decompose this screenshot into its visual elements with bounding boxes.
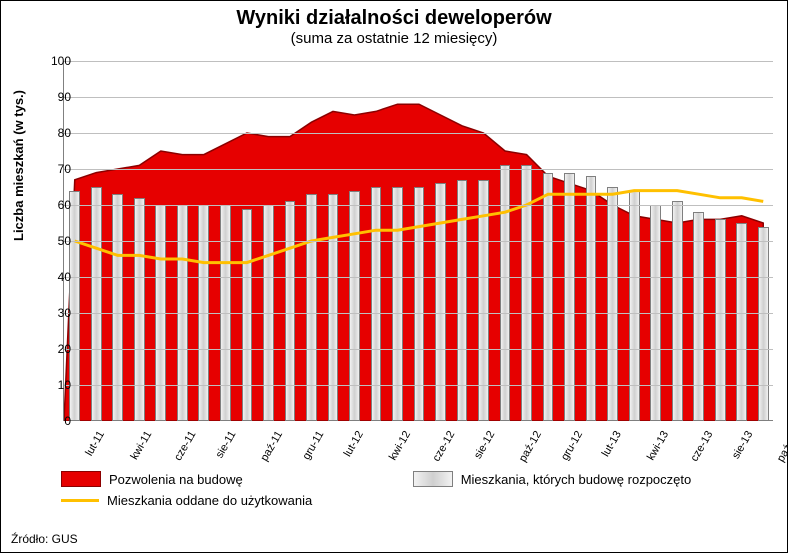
- legend-label-line: Mieszkania oddane do użytkowania: [107, 493, 312, 508]
- x-tick-label: sie-11: [213, 429, 238, 460]
- chart-title: Wyniki działalności deweloperów: [1, 7, 787, 30]
- legend-item-bars: Mieszkania, których budowę rozpoczęto: [413, 471, 692, 487]
- plot-area: [63, 61, 773, 421]
- x-tick-label: sie-13: [730, 429, 755, 461]
- legend-label-bars: Mieszkania, których budowę rozpoczęto: [461, 472, 692, 487]
- legend-item-area: Pozwolenia na budowę: [61, 471, 243, 487]
- x-tick-label: kwi-11: [128, 429, 154, 462]
- chart-container: Wyniki działalności deweloperów (suma za…: [0, 0, 788, 553]
- x-tick-label: cze-12: [431, 429, 458, 464]
- y-tick-label: 60: [41, 198, 71, 212]
- source-label: Źródło: GUS: [11, 532, 78, 546]
- legend-swatch-bar: [413, 471, 453, 487]
- y-tick-label: 100: [41, 54, 71, 68]
- y-tick-label: 80: [41, 126, 71, 140]
- x-tick-label: paź-13: [775, 429, 788, 464]
- legend-swatch-area: [61, 471, 101, 487]
- x-tick-label: gru-12: [559, 429, 585, 463]
- x-tick-label: lut-11: [83, 429, 107, 458]
- legend-swatch-line: [61, 499, 99, 502]
- chart-subtitle: (suma za ostatnie 12 miesięcy): [1, 30, 787, 47]
- y-tick-label: 70: [41, 162, 71, 176]
- x-tick-label: kwi-13: [645, 429, 671, 463]
- x-tick-label: paź-12: [517, 429, 544, 464]
- x-tick-label: sie-12: [472, 429, 497, 461]
- x-tick-label: paź-11: [258, 429, 285, 463]
- legend-label-area: Pozwolenia na budowę: [109, 472, 243, 487]
- y-tick-label: 90: [41, 90, 71, 104]
- legend-item-line: Mieszkania oddane do użytkowania: [61, 493, 312, 508]
- y-tick-label: 10: [41, 378, 71, 392]
- x-tick-label: gru-11: [300, 429, 326, 462]
- y-tick-label: 50: [41, 234, 71, 248]
- y-tick-label: 0: [41, 414, 71, 428]
- x-tick-label: kwi-12: [387, 429, 413, 463]
- x-tick-label: cze-13: [689, 429, 716, 464]
- y-tick-label: 30: [41, 306, 71, 320]
- x-tick-label: lut-12: [342, 429, 366, 459]
- legend: Pozwolenia na budowę Mieszkania, których…: [61, 471, 761, 514]
- x-tick-label: lut-13: [600, 429, 624, 459]
- y-axis-label: Liczba mieszkań (w tys.): [11, 90, 26, 241]
- y-tick-label: 20: [41, 342, 71, 356]
- x-tick-label: cze-11: [172, 429, 198, 463]
- y-tick-label: 40: [41, 270, 71, 284]
